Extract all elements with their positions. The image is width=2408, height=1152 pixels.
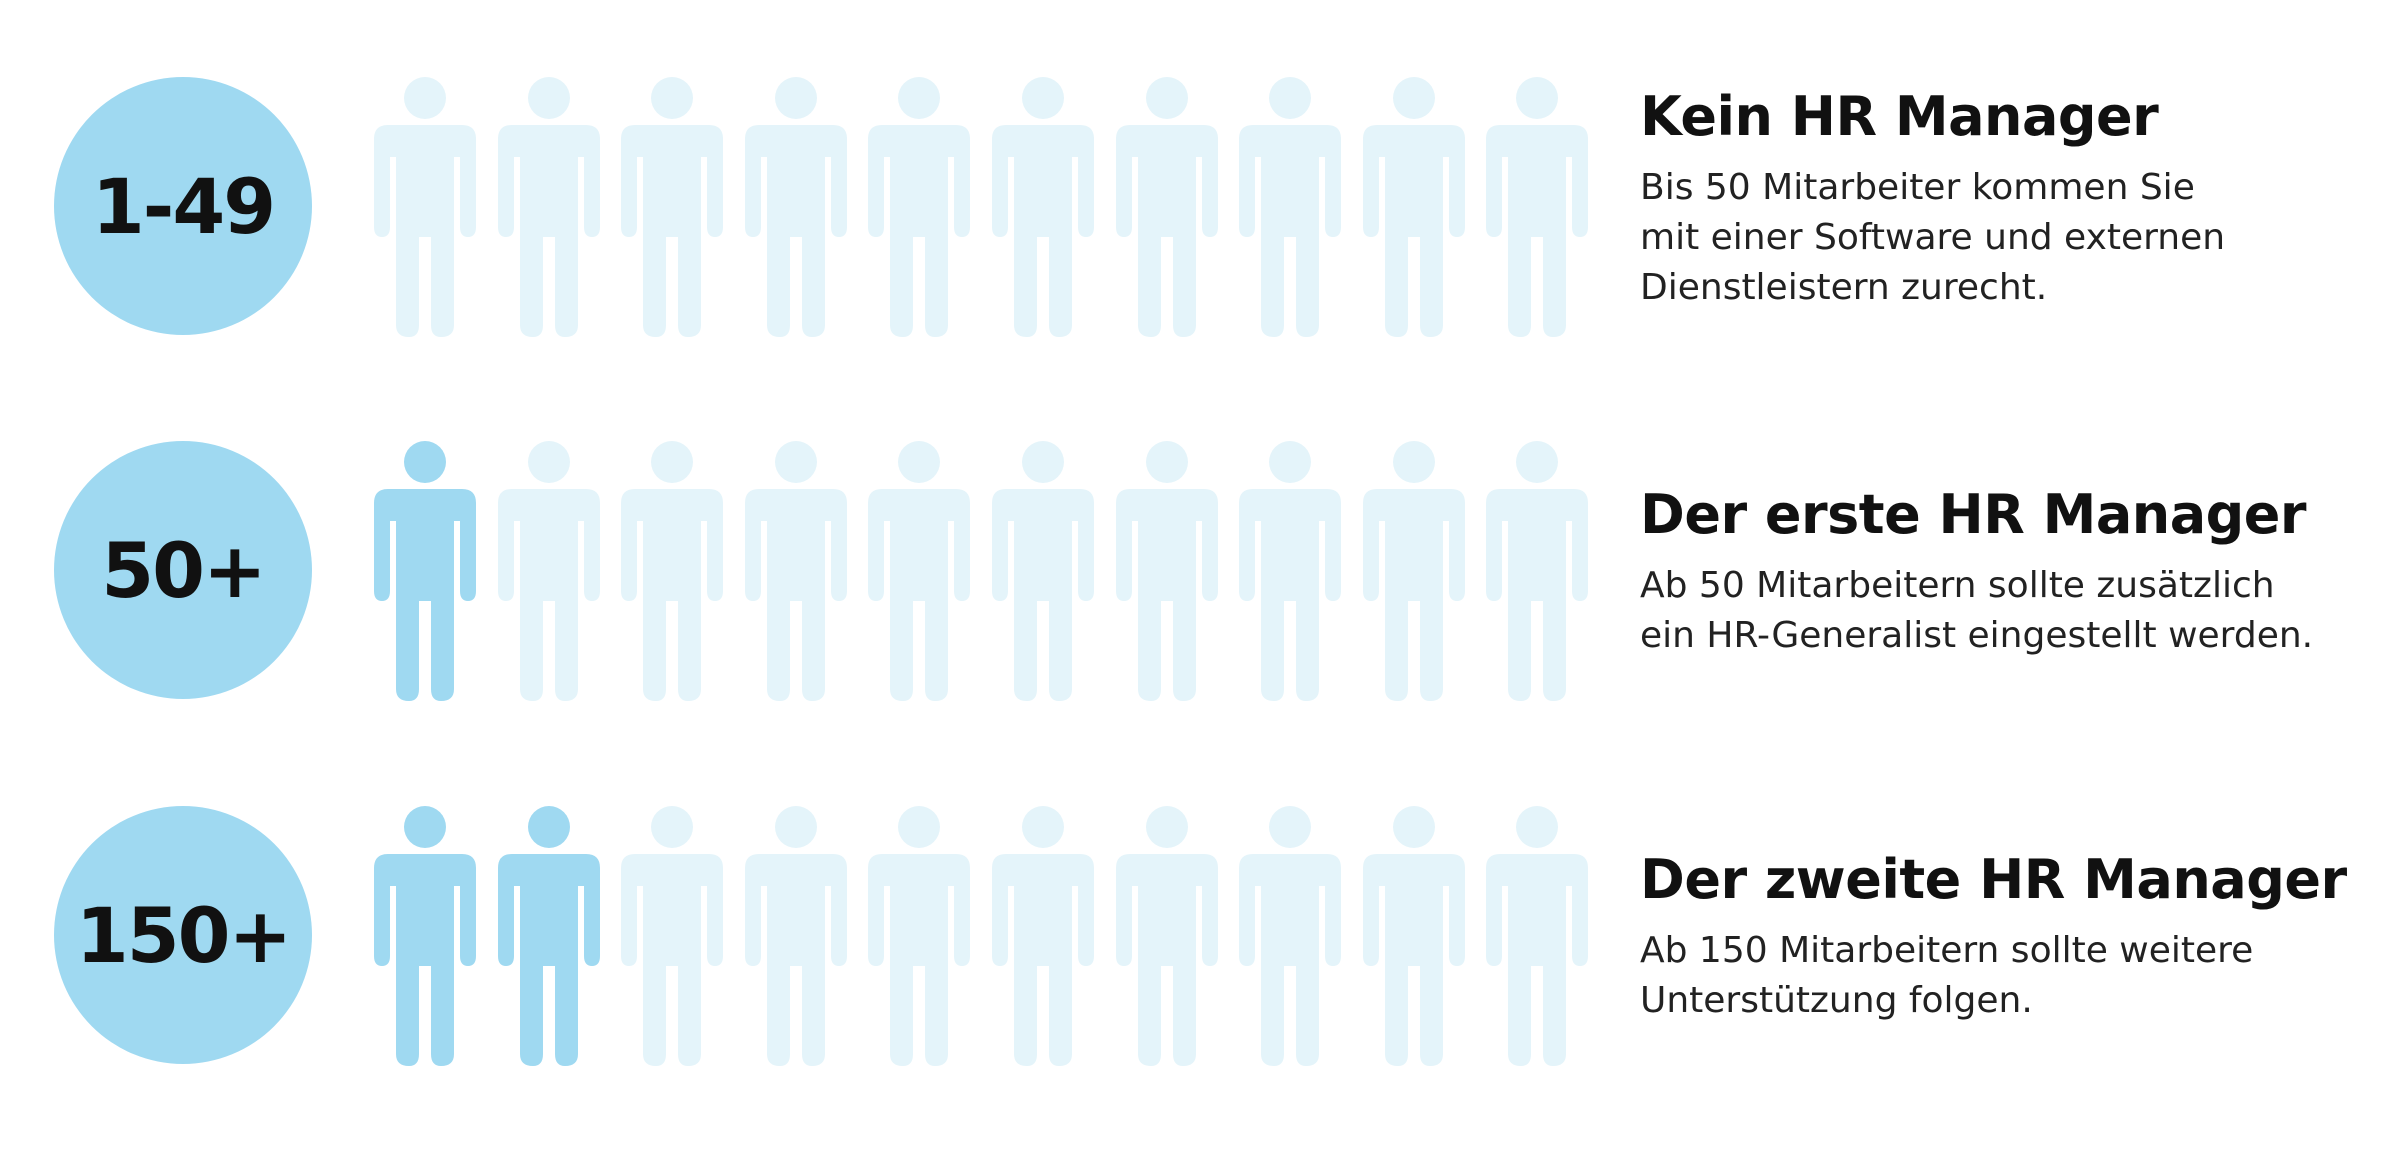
person-icon bbox=[1239, 806, 1341, 1066]
people-group bbox=[374, 806, 1590, 1066]
tier-title: Der zweite HR Manager bbox=[1640, 848, 2347, 911]
person-icon bbox=[745, 806, 847, 1066]
person-icon bbox=[498, 77, 600, 337]
tier-title: Der erste HR Manager bbox=[1640, 483, 2307, 546]
description-line: mit einer Software und externen bbox=[1640, 217, 2226, 258]
person-icon bbox=[1363, 77, 1465, 337]
person-icon bbox=[745, 77, 847, 337]
person-icon bbox=[1486, 806, 1588, 1066]
tier-text: Der erste HR Manager Ab 50 Mitarbeitern … bbox=[1640, 481, 2400, 661]
employee-range-badge: 1-49 bbox=[54, 77, 312, 335]
person-icon bbox=[868, 77, 970, 337]
person-icon bbox=[1116, 806, 1218, 1066]
tier-row-1: 1-49 Kein HR Manager Bis 50 Mitarbeiter … bbox=[0, 77, 2408, 337]
people-group bbox=[374, 441, 1590, 701]
person-icon bbox=[745, 441, 847, 701]
description-line: Bis 50 Mitarbeiter kommen Sie bbox=[1640, 167, 2195, 208]
person-icon bbox=[374, 806, 476, 1066]
person-icon bbox=[1486, 77, 1588, 337]
person-icon bbox=[1116, 441, 1218, 701]
person-icon bbox=[868, 441, 970, 701]
description-line: Ab 50 Mitarbeitern sollte zusätzlich bbox=[1640, 565, 2275, 606]
tier-description: Bis 50 Mitarbeiter kommen Sie mit einer … bbox=[1640, 163, 2400, 313]
description-line: Unterstützung folgen. bbox=[1640, 980, 2033, 1021]
person-icon bbox=[1239, 77, 1341, 337]
person-icon bbox=[992, 806, 1094, 1066]
person-icon bbox=[992, 441, 1094, 701]
description-line: Ab 150 Mitarbeitern sollte weitere bbox=[1640, 930, 2254, 971]
employee-range-badge: 150+ bbox=[54, 806, 312, 1064]
tier-text: Kein HR Manager Bis 50 Mitarbeiter komme… bbox=[1640, 83, 2400, 313]
person-icon bbox=[1486, 441, 1588, 701]
person-icon bbox=[992, 77, 1094, 337]
person-icon bbox=[621, 77, 723, 337]
person-icon bbox=[621, 441, 723, 701]
person-icon bbox=[1363, 441, 1465, 701]
tier-row-3: 150+ Der zweite HR Manager Ab 150 Mitarb… bbox=[0, 806, 2408, 1066]
person-icon bbox=[374, 77, 476, 337]
person-icon bbox=[374, 441, 476, 701]
person-icon bbox=[621, 806, 723, 1066]
person-icon bbox=[868, 806, 970, 1066]
person-icon bbox=[498, 806, 600, 1066]
description-line: Dienstleistern zurecht. bbox=[1640, 267, 2048, 308]
person-icon bbox=[498, 441, 600, 701]
tier-description: Ab 150 Mitarbeitern sollte weitere Unter… bbox=[1640, 926, 2400, 1026]
tier-text: Der zweite HR Manager Ab 150 Mitarbeiter… bbox=[1640, 846, 2400, 1026]
person-icon bbox=[1116, 77, 1218, 337]
tier-description: Ab 50 Mitarbeitern sollte zusätzlich ein… bbox=[1640, 561, 2400, 661]
person-icon bbox=[1363, 806, 1465, 1066]
person-icon bbox=[1239, 441, 1341, 701]
tier-row-2: 50+ Der erste HR Manager Ab 50 Mitarbeit… bbox=[0, 441, 2408, 701]
description-line: ein HR-Generalist eingestellt werden. bbox=[1640, 615, 2314, 656]
tier-title: Kein HR Manager bbox=[1640, 85, 2159, 148]
people-group bbox=[374, 77, 1590, 337]
employee-range-badge: 50+ bbox=[54, 441, 312, 699]
